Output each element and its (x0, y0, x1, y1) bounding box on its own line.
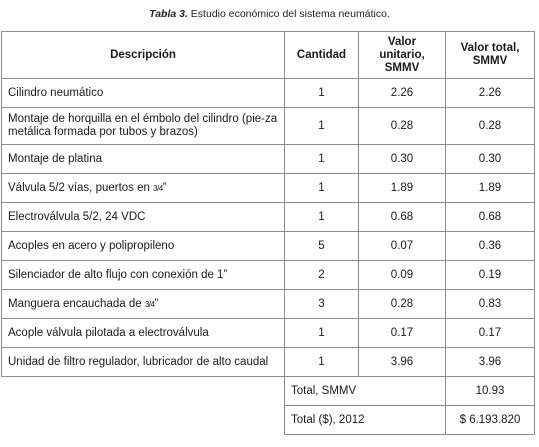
cell-total-value: 0.83 (445, 289, 535, 319)
cell-total-value: 1.89 (445, 173, 535, 203)
caption-text: Estudio económico del sistema neumático. (187, 8, 390, 20)
cell-description: Silenciador de alto flujo con conexión d… (1, 260, 285, 290)
header-unit-value: Valor unitario, SMMV (358, 31, 446, 79)
cell-quantity: 5 (284, 231, 359, 261)
cell-total-value: 2.26 (445, 78, 535, 108)
cell-quantity: 1 (284, 202, 359, 232)
cell-quantity: 2 (284, 260, 359, 290)
cell-total-value: 0.68 (445, 202, 535, 232)
table-row: Cilindro neumático 1 2.26 2.26 (1, 78, 535, 108)
cell-description: Montaje de horquilla en el émbolo del ci… (1, 107, 285, 145)
cell-quantity: 1 (284, 144, 359, 174)
cell-description: Unidad de filtro regulador, lubricador d… (1, 347, 285, 377)
cell-quantity: 3 (284, 289, 359, 319)
table-row: Montaje de horquilla en el émbolo del ci… (1, 107, 535, 145)
cell-total-value: 3.96 (445, 347, 535, 377)
table-row: Acoples en acero y polipropileno 5 0.07 … (1, 231, 535, 261)
cell-unit-value: 0.07 (358, 231, 446, 261)
total-pesos-value: $ 6.193.820 (445, 405, 535, 435)
description-text: Válvula 5/2 vías, puertos en (8, 181, 154, 194)
table-row: Electroválvula 5/2, 24 VDC 1 0.68 0.68 (1, 202, 535, 232)
caption-label: Tabla 3. (149, 8, 188, 20)
inch-mark: ” (154, 297, 159, 310)
cell-description: Acople válvula pilotada a electroválvula (1, 318, 285, 348)
description-text: Manguera encauchada de (8, 297, 145, 310)
cell-quantity: 1 (284, 107, 359, 145)
cell-unit-value: 3.96 (358, 347, 446, 377)
cell-description: Cilindro neumático (1, 78, 285, 108)
empty-cell (2, 377, 285, 406)
cell-quantity: 1 (284, 347, 359, 377)
cell-quantity: 1 (284, 78, 359, 108)
cell-unit-value: 0.28 (358, 289, 446, 319)
cell-unit-value: 0.30 (358, 144, 446, 174)
cell-total-value: 0.19 (445, 260, 535, 290)
cell-description: Electroválvula 5/2, 24 VDC (1, 202, 285, 232)
table-row: Silenciador de alto flujo con conexión d… (1, 260, 535, 290)
table-body: Cilindro neumático 1 2.26 2.26 Montaje d… (1, 78, 535, 435)
cell-unit-value: 0.17 (358, 318, 446, 348)
header-total-value: Valor total, SMMV (445, 31, 535, 79)
empty-cell (2, 406, 285, 435)
cell-total-value: 0.17 (445, 318, 535, 348)
total-pesos-label: Total ($), 2012 (284, 405, 446, 435)
cell-unit-value: 1.89 (358, 173, 446, 203)
header-description: Descripción (1, 31, 285, 79)
cell-unit-value: 0.28 (358, 107, 446, 145)
table-row: Montaje de platina 1 0.30 0.30 (1, 144, 535, 174)
cell-total-value: 0.36 (445, 231, 535, 261)
cell-description: Montaje de platina (1, 144, 285, 174)
cell-description: Acoples en acero y polipropileno (1, 231, 285, 261)
cell-total-value: 0.28 (445, 107, 535, 145)
cell-quantity: 1 (284, 318, 359, 348)
table-row: Válvula 5/2 vías, puertos en 3/4” 1 1.89… (1, 173, 535, 203)
cell-description: Manguera encauchada de 3/4” (1, 289, 285, 319)
cell-unit-value: 2.26 (358, 78, 446, 108)
fraction-three-quarters: 3/4 (153, 183, 163, 193)
fraction-three-quarters: 3/4 (144, 299, 155, 309)
total-pesos-row: Total ($), 2012 $ 6.193.820 (2, 405, 535, 435)
economic-study-table: Descripción Cantidad Valor unitario, SMM… (1, 31, 535, 435)
cell-quantity: 1 (284, 173, 359, 203)
cell-total-value: 0.30 (445, 144, 535, 174)
inch-mark: ” (162, 181, 167, 194)
total-smmv-label: Total, SMMV (284, 376, 446, 406)
table-caption: Tabla 3. Estudio económico del sistema n… (0, 8, 539, 20)
header-quantity: Cantidad (284, 31, 359, 79)
header-row: Descripción Cantidad Valor unitario, SMM… (1, 31, 535, 79)
table-row: Manguera encauchada de 3/4” 3 0.28 0.83 (1, 289, 535, 319)
table-row: Unidad de filtro regulador, lubricador d… (1, 347, 535, 377)
table-row: Acople válvula pilotada a electroválvula… (1, 318, 535, 348)
cell-description: Válvula 5/2 vías, puertos en 3/4” (1, 173, 285, 203)
cell-unit-value: 0.68 (358, 202, 446, 232)
total-smmv-row: Total, SMMV 10.93 (2, 376, 535, 406)
total-smmv-value: 10.93 (445, 376, 535, 406)
cell-unit-value: 0.09 (358, 260, 446, 290)
